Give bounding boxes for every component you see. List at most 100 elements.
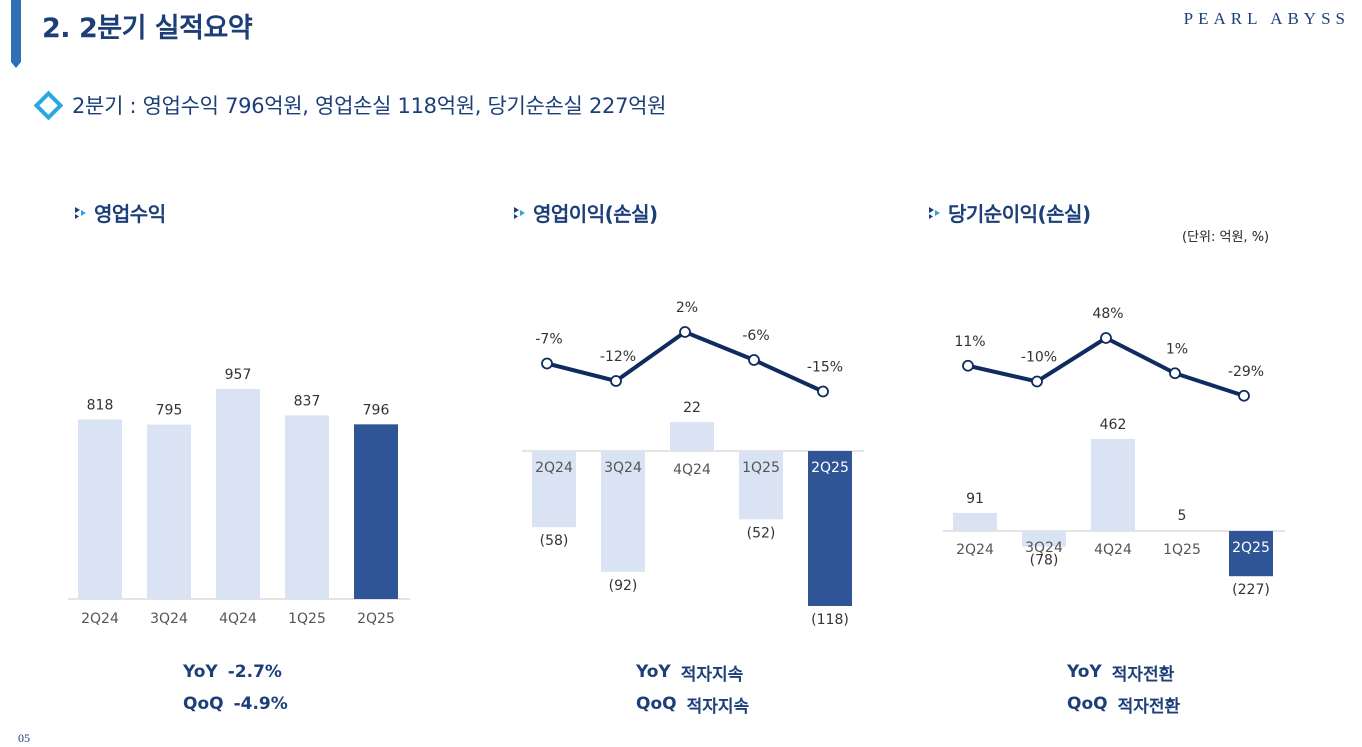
bar-value-label: (118) bbox=[811, 612, 849, 628]
unit-label: (단위: 억원, %) bbox=[1182, 230, 1270, 245]
series-line bbox=[546, 330, 824, 394]
net-income-chart-title: 당기순이익(손실) bbox=[928, 198, 1091, 227]
brand-logo: PEARL ABYSS bbox=[1183, 9, 1350, 28]
series-point-label: -12% bbox=[600, 349, 636, 365]
series-point-label: -15% bbox=[807, 360, 843, 376]
series-point bbox=[610, 375, 622, 387]
x-tick-label: 1Q25 bbox=[742, 460, 780, 476]
series-point bbox=[679, 326, 691, 338]
bar-value-label: 796 bbox=[363, 402, 390, 418]
metric-value: 적자전환 bbox=[1111, 664, 1175, 685]
bar-value-label: 957 bbox=[225, 367, 252, 383]
x-tick-label: 1Q25 bbox=[1163, 542, 1201, 558]
metric-label: YoY bbox=[636, 662, 671, 682]
metric-label: YoY bbox=[1067, 662, 1102, 682]
summary-line: 2분기 : 영업수익 796억원, 영업손실 118억원, 당기순손실 227억… bbox=[33, 90, 666, 120]
bar-value-label: (92) bbox=[609, 578, 638, 594]
x-tick-label: 3Q24 bbox=[604, 460, 642, 476]
series-point-label: -6% bbox=[742, 328, 769, 344]
metric-label: QoQ bbox=[1067, 694, 1108, 714]
bar bbox=[532, 451, 576, 528]
net-income-metrics: YoY 적자전환 QoQ 적자전환 bbox=[1067, 656, 1180, 720]
series-point bbox=[541, 357, 553, 370]
metric-value: -2.7% bbox=[227, 662, 282, 682]
metric-value: 적자지속 bbox=[680, 664, 744, 685]
bar-value-label: (78) bbox=[1030, 553, 1059, 569]
bar bbox=[285, 415, 329, 599]
series-point bbox=[1100, 332, 1112, 344]
page-title: 2. 2분기 실적요약 bbox=[42, 13, 253, 44]
bar bbox=[1091, 439, 1135, 531]
bar bbox=[670, 422, 714, 451]
arrow-bullet-icon bbox=[514, 206, 525, 219]
x-tick-label: 2Q25 bbox=[811, 460, 849, 476]
series-point-label: -29% bbox=[1228, 364, 1264, 380]
arrow-bullet-icon bbox=[75, 206, 86, 219]
x-tick-label: 1Q25 bbox=[288, 611, 326, 627]
metric-row: YoY 적자지속 bbox=[636, 656, 749, 688]
series-point-label: 11% bbox=[954, 334, 985, 350]
bar bbox=[1160, 530, 1204, 531]
bar bbox=[1022, 531, 1066, 547]
series-point bbox=[1238, 389, 1250, 402]
bar bbox=[953, 512, 997, 531]
series-point-label: 48% bbox=[1092, 306, 1123, 322]
x-tick-label: 2Q24 bbox=[535, 460, 573, 476]
bar-value-label: 818 bbox=[87, 398, 114, 414]
series-point bbox=[748, 354, 760, 366]
metric-value: -4.9% bbox=[233, 694, 288, 714]
chart-title-text: 당기순이익(손실) bbox=[948, 202, 1091, 226]
bar bbox=[601, 451, 645, 572]
bar-value-label: 91 bbox=[966, 491, 984, 507]
series-point-label: 1% bbox=[1166, 341, 1188, 357]
bar bbox=[808, 451, 852, 606]
x-tick-label: 2Q24 bbox=[81, 611, 119, 627]
metric-row: QoQ -4.9% bbox=[183, 688, 288, 720]
operating-profit-chart-title: 영업이익(손실) bbox=[513, 198, 658, 227]
bar-value-label: 462 bbox=[1100, 417, 1127, 433]
x-tick-label: 2Q25 bbox=[357, 611, 395, 627]
operating-profit-metrics: YoY 적자지속 QoQ 적자지속 bbox=[636, 656, 749, 720]
x-tick-label: 4Q24 bbox=[219, 611, 257, 627]
chart-title-text: 영업수익 bbox=[94, 202, 166, 226]
page-number: 05 bbox=[18, 731, 30, 745]
bar-value-label: (227) bbox=[1232, 582, 1270, 598]
revenue-metrics: YoY -2.7% QoQ -4.9% bbox=[183, 656, 288, 720]
bar-value-label: 837 bbox=[294, 393, 321, 409]
series-point bbox=[1169, 367, 1181, 380]
net-income-chart: 91 2Q24 (78)3Q24 462 4Q24 5 1Q25 (227) 2Q25 11% -1… bbox=[943, 306, 1285, 598]
series-point-label: -10% bbox=[1021, 350, 1057, 366]
metric-row: YoY 적자전환 bbox=[1067, 656, 1180, 688]
bar-value-label: 795 bbox=[156, 403, 183, 419]
bar-value-label: 22 bbox=[683, 400, 701, 416]
bar bbox=[1229, 531, 1273, 577]
operating-profit-chart: (58) 2Q24 (92) 3Q24 22 4Q24 (52) 1Q25 (118) 2Q25 -… bbox=[522, 300, 864, 628]
x-tick-label: 2Q25 bbox=[1232, 540, 1270, 556]
series-point-label: 2% bbox=[676, 300, 698, 316]
title-accent-bar bbox=[11, 0, 21, 68]
metric-label: YoY bbox=[183, 662, 218, 682]
bar bbox=[147, 424, 191, 599]
bar-value-label: (58) bbox=[540, 533, 569, 549]
series-point bbox=[962, 359, 974, 372]
series-point bbox=[1031, 375, 1043, 388]
bar bbox=[739, 451, 783, 520]
metric-value: 적자지속 bbox=[686, 696, 750, 717]
metric-label: QoQ bbox=[636, 694, 677, 714]
metric-value: 적자전환 bbox=[1117, 696, 1181, 717]
x-tick-label: 2Q24 bbox=[956, 542, 994, 558]
metric-row: QoQ 적자전환 bbox=[1067, 688, 1180, 720]
revenue-chart: 818 2Q24 795 3Q24 957 4Q24 837 1Q25 796 2Q25 bbox=[68, 367, 410, 627]
metric-label: QoQ bbox=[183, 694, 224, 714]
metric-row: QoQ 적자지속 bbox=[636, 688, 749, 720]
bar-value-label: 5 bbox=[1178, 508, 1187, 524]
x-tick-label: 3Q24 bbox=[150, 611, 188, 627]
arrow-bullet-icon bbox=[929, 206, 940, 219]
revenue-chart-title: 영업수익 bbox=[74, 198, 166, 227]
bar bbox=[354, 424, 398, 599]
bar-value-label: (52) bbox=[747, 525, 776, 541]
series-point-label: -7% bbox=[535, 332, 562, 348]
x-tick-label: 4Q24 bbox=[1094, 542, 1132, 558]
chart-title-text: 영업이익(손실) bbox=[533, 202, 658, 226]
series-point bbox=[817, 385, 829, 398]
